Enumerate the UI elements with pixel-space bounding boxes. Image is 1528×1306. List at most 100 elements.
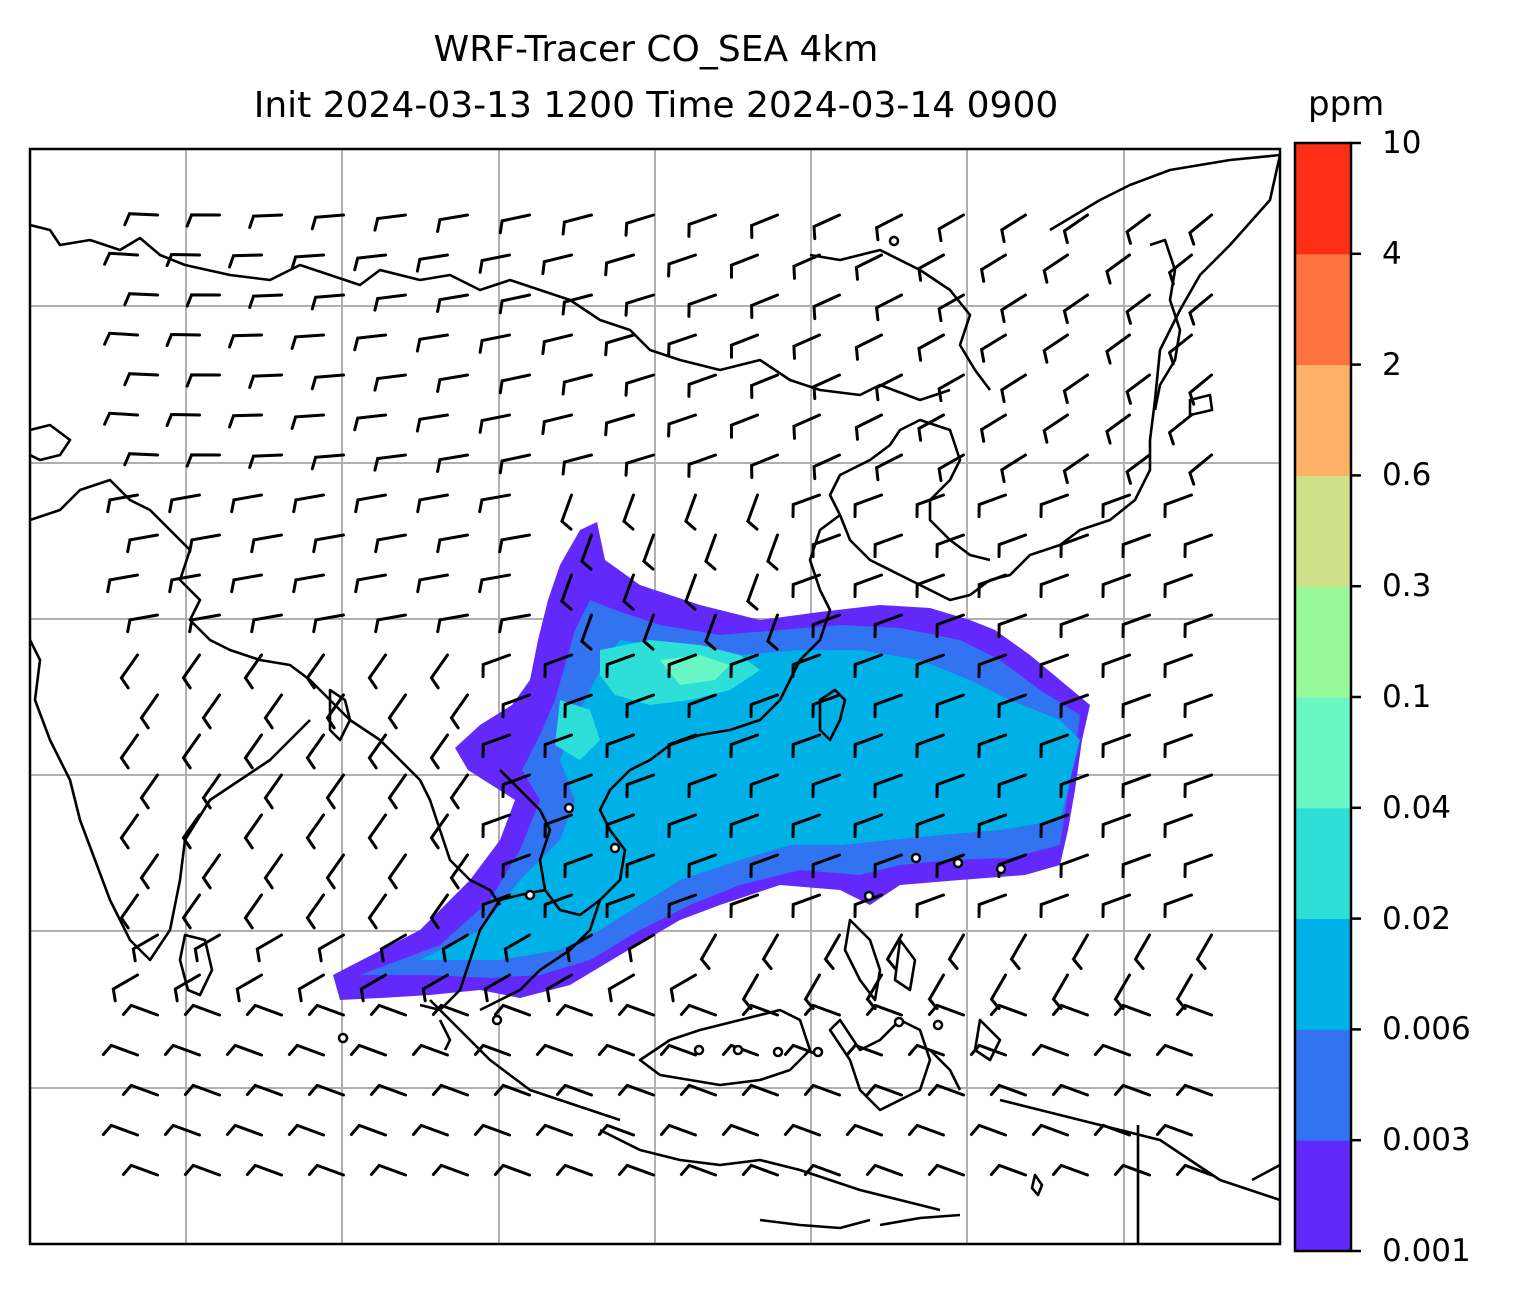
wind-barb: [1039, 893, 1069, 919]
wind-barb: [349, 1123, 387, 1137]
coastline: [1251, 1163, 1280, 1182]
map-frame: [28, 147, 1282, 1246]
wind-barb: [766, 613, 779, 651]
wind-barb: [373, 373, 407, 392]
wind-barb: [684, 573, 697, 611]
wind-barb: [1059, 853, 1089, 879]
wind-barb: [873, 773, 903, 799]
colorbar-segment: [1295, 475, 1351, 587]
station-markers: [337, 235, 1007, 1058]
wind-barb: [185, 293, 221, 308]
colorbar-segment: [1295, 586, 1351, 698]
wind-barb: [617, 1003, 655, 1017]
station-marker: [491, 1014, 503, 1026]
wind-barb: [977, 813, 1007, 839]
colorbar-segment: [1295, 364, 1351, 476]
wind-barb: [1062, 453, 1089, 484]
wind-barb: [1105, 253, 1131, 285]
wind-barb: [163, 1123, 201, 1137]
wind-barb: [915, 653, 945, 679]
wind-barb: [1059, 773, 1089, 799]
wind-barb: [185, 453, 221, 468]
wind-barb: [354, 573, 387, 594]
wind-barb: [1113, 1083, 1151, 1097]
wind-barb: [498, 613, 531, 634]
wind-barb: [126, 533, 159, 554]
wind-barb: [937, 213, 965, 243]
wind-barb: [659, 1043, 697, 1057]
wind-barb: [503, 933, 531, 963]
wind-barb: [429, 893, 449, 930]
wind-barb: [1000, 293, 1027, 324]
wind-barb: [1113, 973, 1131, 1010]
wind-barb: [873, 693, 903, 719]
station-marker: [952, 857, 964, 869]
wind-barb: [811, 533, 841, 559]
coastline: [438, 1019, 452, 1051]
coastline: [178, 933, 214, 997]
wind-barb: [907, 1123, 945, 1137]
coastline: [399, 759, 502, 906]
wind-barb: [1042, 413, 1069, 444]
colorbar-segment: [1295, 807, 1351, 920]
wind-barb: [119, 893, 139, 930]
wind-barb: [935, 693, 965, 719]
wind-barb: [436, 453, 469, 473]
wind-barb: [201, 853, 221, 890]
coastline: [30, 223, 951, 402]
wind-barb: [243, 653, 263, 690]
wind-barb: [310, 373, 345, 391]
wind-barb: [1113, 1003, 1151, 1017]
wind-barb: [429, 733, 449, 770]
wind-barb: [1031, 1123, 1069, 1137]
wind-barb: [181, 813, 201, 850]
wind-barb: [792, 253, 821, 280]
wind-barb: [106, 573, 139, 594]
wind-barb: [121, 1163, 159, 1177]
wind-barb: [699, 933, 717, 970]
coastline: [1149, 238, 1182, 411]
wind-barb: [165, 332, 201, 348]
wind-barb: [263, 853, 283, 890]
wind-barb: [617, 1083, 655, 1097]
wind-barb: [310, 453, 345, 471]
coastline: [879, 1213, 961, 1227]
wind-barb: [449, 773, 469, 810]
wind-barb: [1163, 573, 1193, 599]
wind-barb: [373, 213, 407, 232]
wind-barb: [667, 893, 697, 919]
wind-barb: [811, 613, 841, 639]
wind-barb: [597, 1123, 635, 1137]
wind-barb: [498, 213, 531, 235]
wind-barb: [1121, 693, 1151, 719]
wind-barb: [561, 453, 593, 476]
wind-barb: [874, 213, 903, 242]
wind-barb: [1059, 613, 1089, 639]
wind-barb: [369, 1083, 407, 1097]
wind-barb: [325, 693, 345, 730]
wind-barb: [310, 293, 345, 311]
wind-barb: [812, 373, 841, 401]
wind-barb: [310, 213, 345, 231]
wind-barb: [290, 253, 325, 270]
wind-barb: [493, 1003, 531, 1017]
wind-barb: [555, 1083, 593, 1097]
wind-barb: [874, 293, 903, 322]
wind-barb: [181, 893, 201, 930]
wind-barb: [290, 413, 325, 430]
coastlines: [30, 153, 1280, 1244]
wind-barb: [1167, 333, 1193, 366]
wind-barb: [1125, 453, 1151, 485]
station-marker: [732, 1044, 744, 1056]
wind-barb: [560, 493, 573, 531]
wind-barb: [369, 1003, 407, 1017]
wind-barb: [1031, 1043, 1069, 1057]
wind-barb: [1059, 533, 1089, 559]
wind-barb: [1125, 213, 1151, 245]
wind-barb: [436, 533, 469, 554]
wind-barb: [305, 893, 325, 930]
wind-barb: [373, 293, 407, 312]
wind-barb: [1000, 373, 1027, 404]
station-marker: [693, 1044, 705, 1056]
wind-barb: [449, 853, 469, 890]
